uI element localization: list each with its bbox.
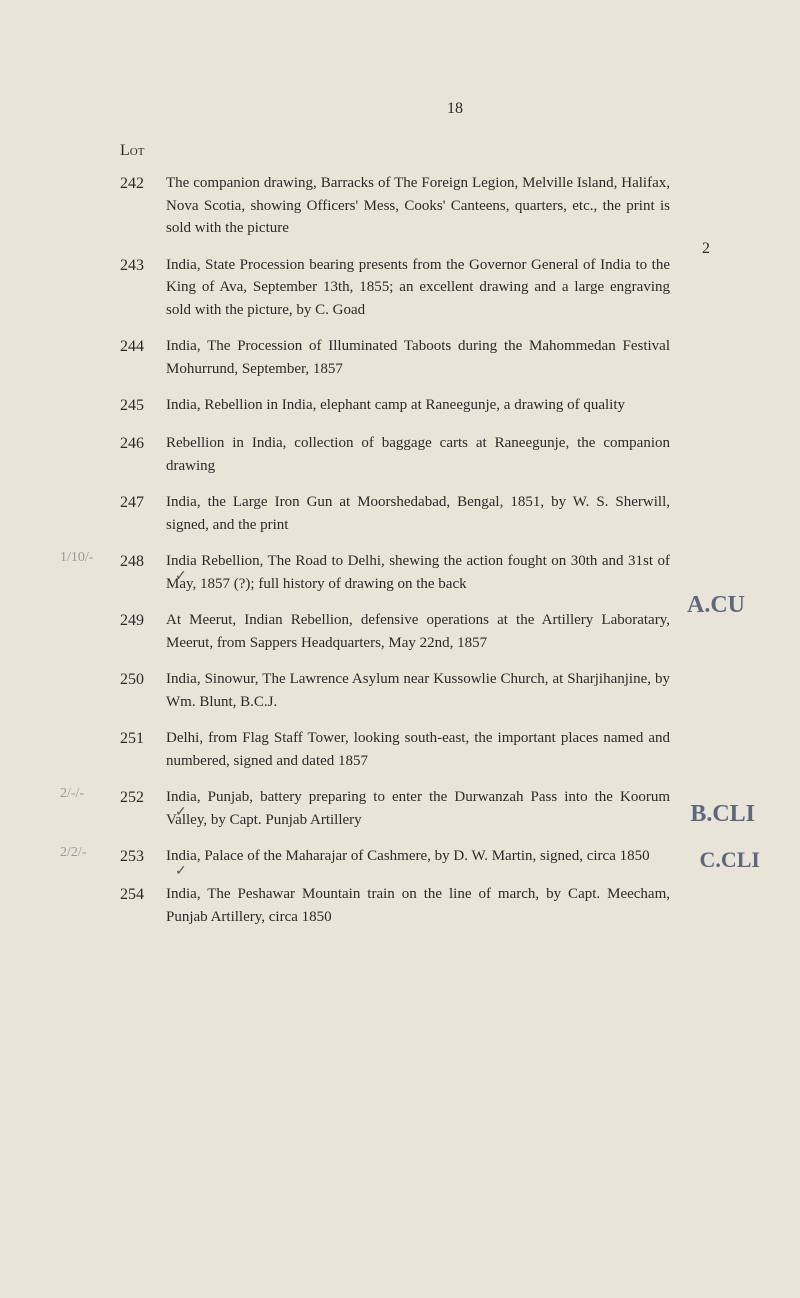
lot-entry: 1/10/- 248 India Rebellion, The Road to …	[120, 550, 710, 595]
lot-entry: 249 At Meerut, Indian Rebellion, defensi…	[120, 609, 710, 654]
tick-mark-icon: ✓	[175, 863, 187, 880]
lot-entry: 247 India, the Large Iron Gun at Moorshe…	[120, 491, 710, 536]
lot-entry: 2/2/- 253 India, Palace of the Maharajar…	[120, 845, 710, 869]
lot-number: 252	[120, 786, 166, 831]
tick-mark-icon: ✓	[175, 568, 187, 585]
handwritten-annotation: B.CLI	[690, 801, 755, 828]
lot-header: Lot	[120, 142, 710, 160]
lot-entry: 243 India, State Procession bearing pres…	[120, 254, 710, 322]
lot-number: 242	[120, 172, 166, 240]
lot-description: India, The Procession of Illuminated Tab…	[166, 335, 710, 380]
lot-number: 250	[120, 668, 166, 713]
lot-description: The companion drawing, Barracks of The F…	[166, 172, 710, 240]
lot-description: India, Punjab, battery preparing to ente…	[166, 786, 710, 831]
lot-number: 249	[120, 609, 166, 654]
lot-entry: 245 India, Rebellion in India, elephant …	[120, 394, 710, 418]
lot-description: India Rebellion, The Road to Delhi, shew…	[166, 550, 710, 595]
pencil-annotation: 2/-/-	[60, 786, 84, 802]
lot-description: India, Rebellion in India, elephant camp…	[166, 394, 710, 418]
pencil-annotation: 1/10/-	[60, 550, 93, 566]
lot-description: India, the Large Iron Gun at Moorshedaba…	[166, 491, 710, 536]
pencil-annotation: 2/2/-	[60, 845, 86, 861]
lot-number: 243	[120, 254, 166, 322]
lot-description: Rebellion in India, collection of baggag…	[166, 432, 710, 477]
lot-entry: 254 India, The Peshawar Mountain train o…	[120, 883, 710, 928]
lot-description: India, Sinowur, The Lawrence Asylum near…	[166, 668, 710, 713]
lot-number: 245	[120, 394, 166, 418]
lot-number: 248	[120, 550, 166, 595]
lot-description: At Meerut, Indian Rebellion, defensive o…	[166, 609, 710, 654]
lot-number: 253	[120, 845, 166, 869]
tick-mark-icon: ✓	[175, 804, 187, 821]
lot-number: 251	[120, 727, 166, 772]
lot-description: India, Palace of the Maharajar of Cashme…	[166, 845, 710, 869]
lot-entry: 244 India, The Procession of Illuminated…	[120, 335, 710, 380]
page-number: 18	[200, 100, 710, 118]
lot-description: India, The Peshawar Mountain train on th…	[166, 883, 710, 928]
lot-number: 244	[120, 335, 166, 380]
lot-entry: 251 Delhi, from Flag Staff Tower, lookin…	[120, 727, 710, 772]
lot-entry: 250 India, Sinowur, The Lawrence Asylum …	[120, 668, 710, 713]
lot-entry: 246 Rebellion in India, collection of ba…	[120, 432, 710, 477]
lot-number: 246	[120, 432, 166, 477]
lot-description: India, State Procession bearing presents…	[166, 254, 710, 322]
lot-description: Delhi, from Flag Staff Tower, looking so…	[166, 727, 710, 772]
handwritten-annotation: C.CLI	[699, 847, 760, 873]
lot-entry: 242 The companion drawing, Barracks of T…	[120, 172, 710, 240]
lot-number: 254	[120, 883, 166, 928]
lot-number: 247	[120, 491, 166, 536]
lot-entry: 2/-/- 252 India, Punjab, battery prepari…	[120, 786, 710, 831]
